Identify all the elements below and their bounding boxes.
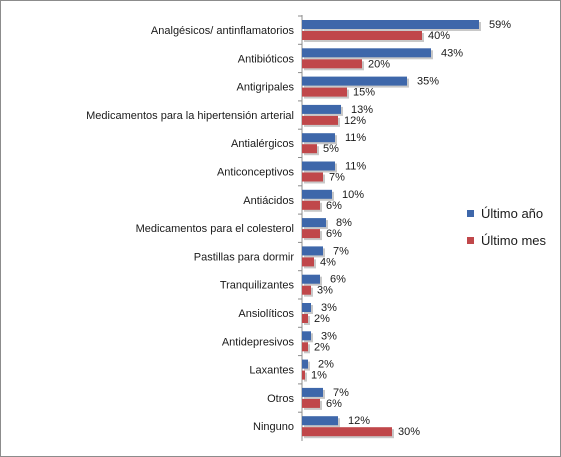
- bar-ultimo-ano: [302, 387, 323, 397]
- category-label: Tranquilizantes: [220, 280, 295, 292]
- category-label: Antialérgicos: [231, 138, 294, 150]
- data-label: 15%: [353, 87, 375, 99]
- category-label: Antiácidos: [243, 195, 294, 207]
- data-label: 30%: [398, 426, 420, 438]
- data-label: 3%: [321, 330, 337, 342]
- bar-ultimo-ano: [302, 161, 335, 171]
- bar-ultimo-mes: [302, 398, 320, 408]
- bar-ultimo-ano: [302, 20, 479, 29]
- category-label: Otros: [267, 393, 294, 405]
- bar-ultimo-mes: [302, 59, 362, 69]
- bar-ultimo-ano: [302, 48, 431, 58]
- category-label: Laxantes: [249, 365, 294, 377]
- data-label: 11%: [345, 132, 366, 144]
- bar-ultimo-mes: [302, 229, 320, 239]
- data-label: 7%: [333, 245, 349, 257]
- bar-ultimo-mes: [302, 314, 308, 323]
- bar-ultimo-ano: [302, 331, 311, 341]
- data-label: 1%: [311, 370, 327, 382]
- category-label: Antidepresivos: [222, 336, 295, 348]
- legend-label-ultimo-mes: Último mes: [481, 233, 547, 248]
- bar-ultimo-mes: [302, 257, 314, 267]
- data-label: 20%: [368, 58, 390, 70]
- bar-ultimo-mes: [302, 427, 392, 437]
- bar-ultimo-mes: [302, 285, 311, 295]
- bar-ultimo-mes: [302, 87, 347, 97]
- bar-ultimo-ano: [302, 303, 311, 312]
- data-label: 6%: [330, 274, 346, 286]
- data-label: 5%: [323, 143, 339, 155]
- data-label: 2%: [318, 359, 334, 371]
- labels-layer: Analgésicos/ antinflamatorios 59% 40% Antib…: [86, 19, 511, 438]
- category-label: Anticonceptivos: [217, 167, 295, 179]
- data-label: 43%: [441, 47, 463, 59]
- bar-shadow: [304, 372, 307, 382]
- data-label: 12%: [344, 115, 366, 127]
- bar-ultimo-mes: [302, 115, 338, 125]
- bar-ultimo-ano: [302, 246, 323, 256]
- data-label: 7%: [333, 387, 349, 399]
- data-label: 11%: [345, 161, 366, 173]
- data-label: 12%: [348, 415, 370, 427]
- bar-ultimo-ano: [302, 189, 332, 199]
- data-label: 10%: [342, 189, 364, 201]
- bars-layer: [298, 15, 481, 441]
- data-label: 6%: [326, 228, 342, 240]
- bar-ultimo-ano: [302, 76, 407, 86]
- legend-swatch-ultimo-mes: [467, 237, 474, 244]
- data-label: 4%: [320, 256, 336, 268]
- category-label: Analgésicos/ antinflamatorios: [151, 25, 295, 37]
- data-label: 59%: [489, 19, 511, 31]
- data-label: 3%: [317, 285, 333, 297]
- bar-ultimo-ano: [302, 274, 320, 284]
- data-label: 40%: [428, 30, 450, 42]
- bar-ultimo-ano: [302, 416, 338, 426]
- data-label: 6%: [326, 398, 342, 410]
- legend-label-ultimo-ano: Último año: [481, 206, 543, 221]
- data-label: 2%: [314, 313, 330, 325]
- bar-ultimo-mes: [302, 342, 308, 352]
- legend: Último año Último mes: [467, 206, 547, 248]
- category-label: Antigripales: [237, 82, 295, 94]
- category-label: Ninguno: [253, 421, 294, 433]
- category-label: Ansiolíticos: [238, 308, 294, 320]
- bar-ultimo-mes: [302, 370, 305, 380]
- bar-ultimo-mes: [302, 172, 323, 182]
- bar-ultimo-ano: [302, 104, 341, 114]
- data-label: 13%: [351, 104, 373, 116]
- bar-ultimo-ano: [302, 218, 326, 228]
- category-label: Medicamentos para la hipertensión arteri…: [86, 110, 294, 122]
- bar-ultimo-mes: [302, 31, 422, 40]
- bar-ultimo-mes: [302, 144, 317, 154]
- legend-swatch-ultimo-ano: [467, 210, 474, 217]
- bar-ultimo-ano: [302, 133, 335, 143]
- bar-ultimo-mes: [302, 200, 320, 210]
- data-label: 3%: [321, 302, 337, 314]
- category-label: Antibióticos: [238, 53, 295, 65]
- data-label: 7%: [329, 172, 345, 184]
- bar-ultimo-ano: [302, 359, 308, 369]
- category-label: Medicamentos para el colesterol: [136, 223, 294, 235]
- data-label: 35%: [417, 76, 439, 88]
- data-label: 2%: [314, 341, 330, 353]
- category-label: Pastillas para dormir: [194, 251, 295, 263]
- data-label: 6%: [326, 200, 342, 212]
- data-label: 8%: [336, 217, 352, 229]
